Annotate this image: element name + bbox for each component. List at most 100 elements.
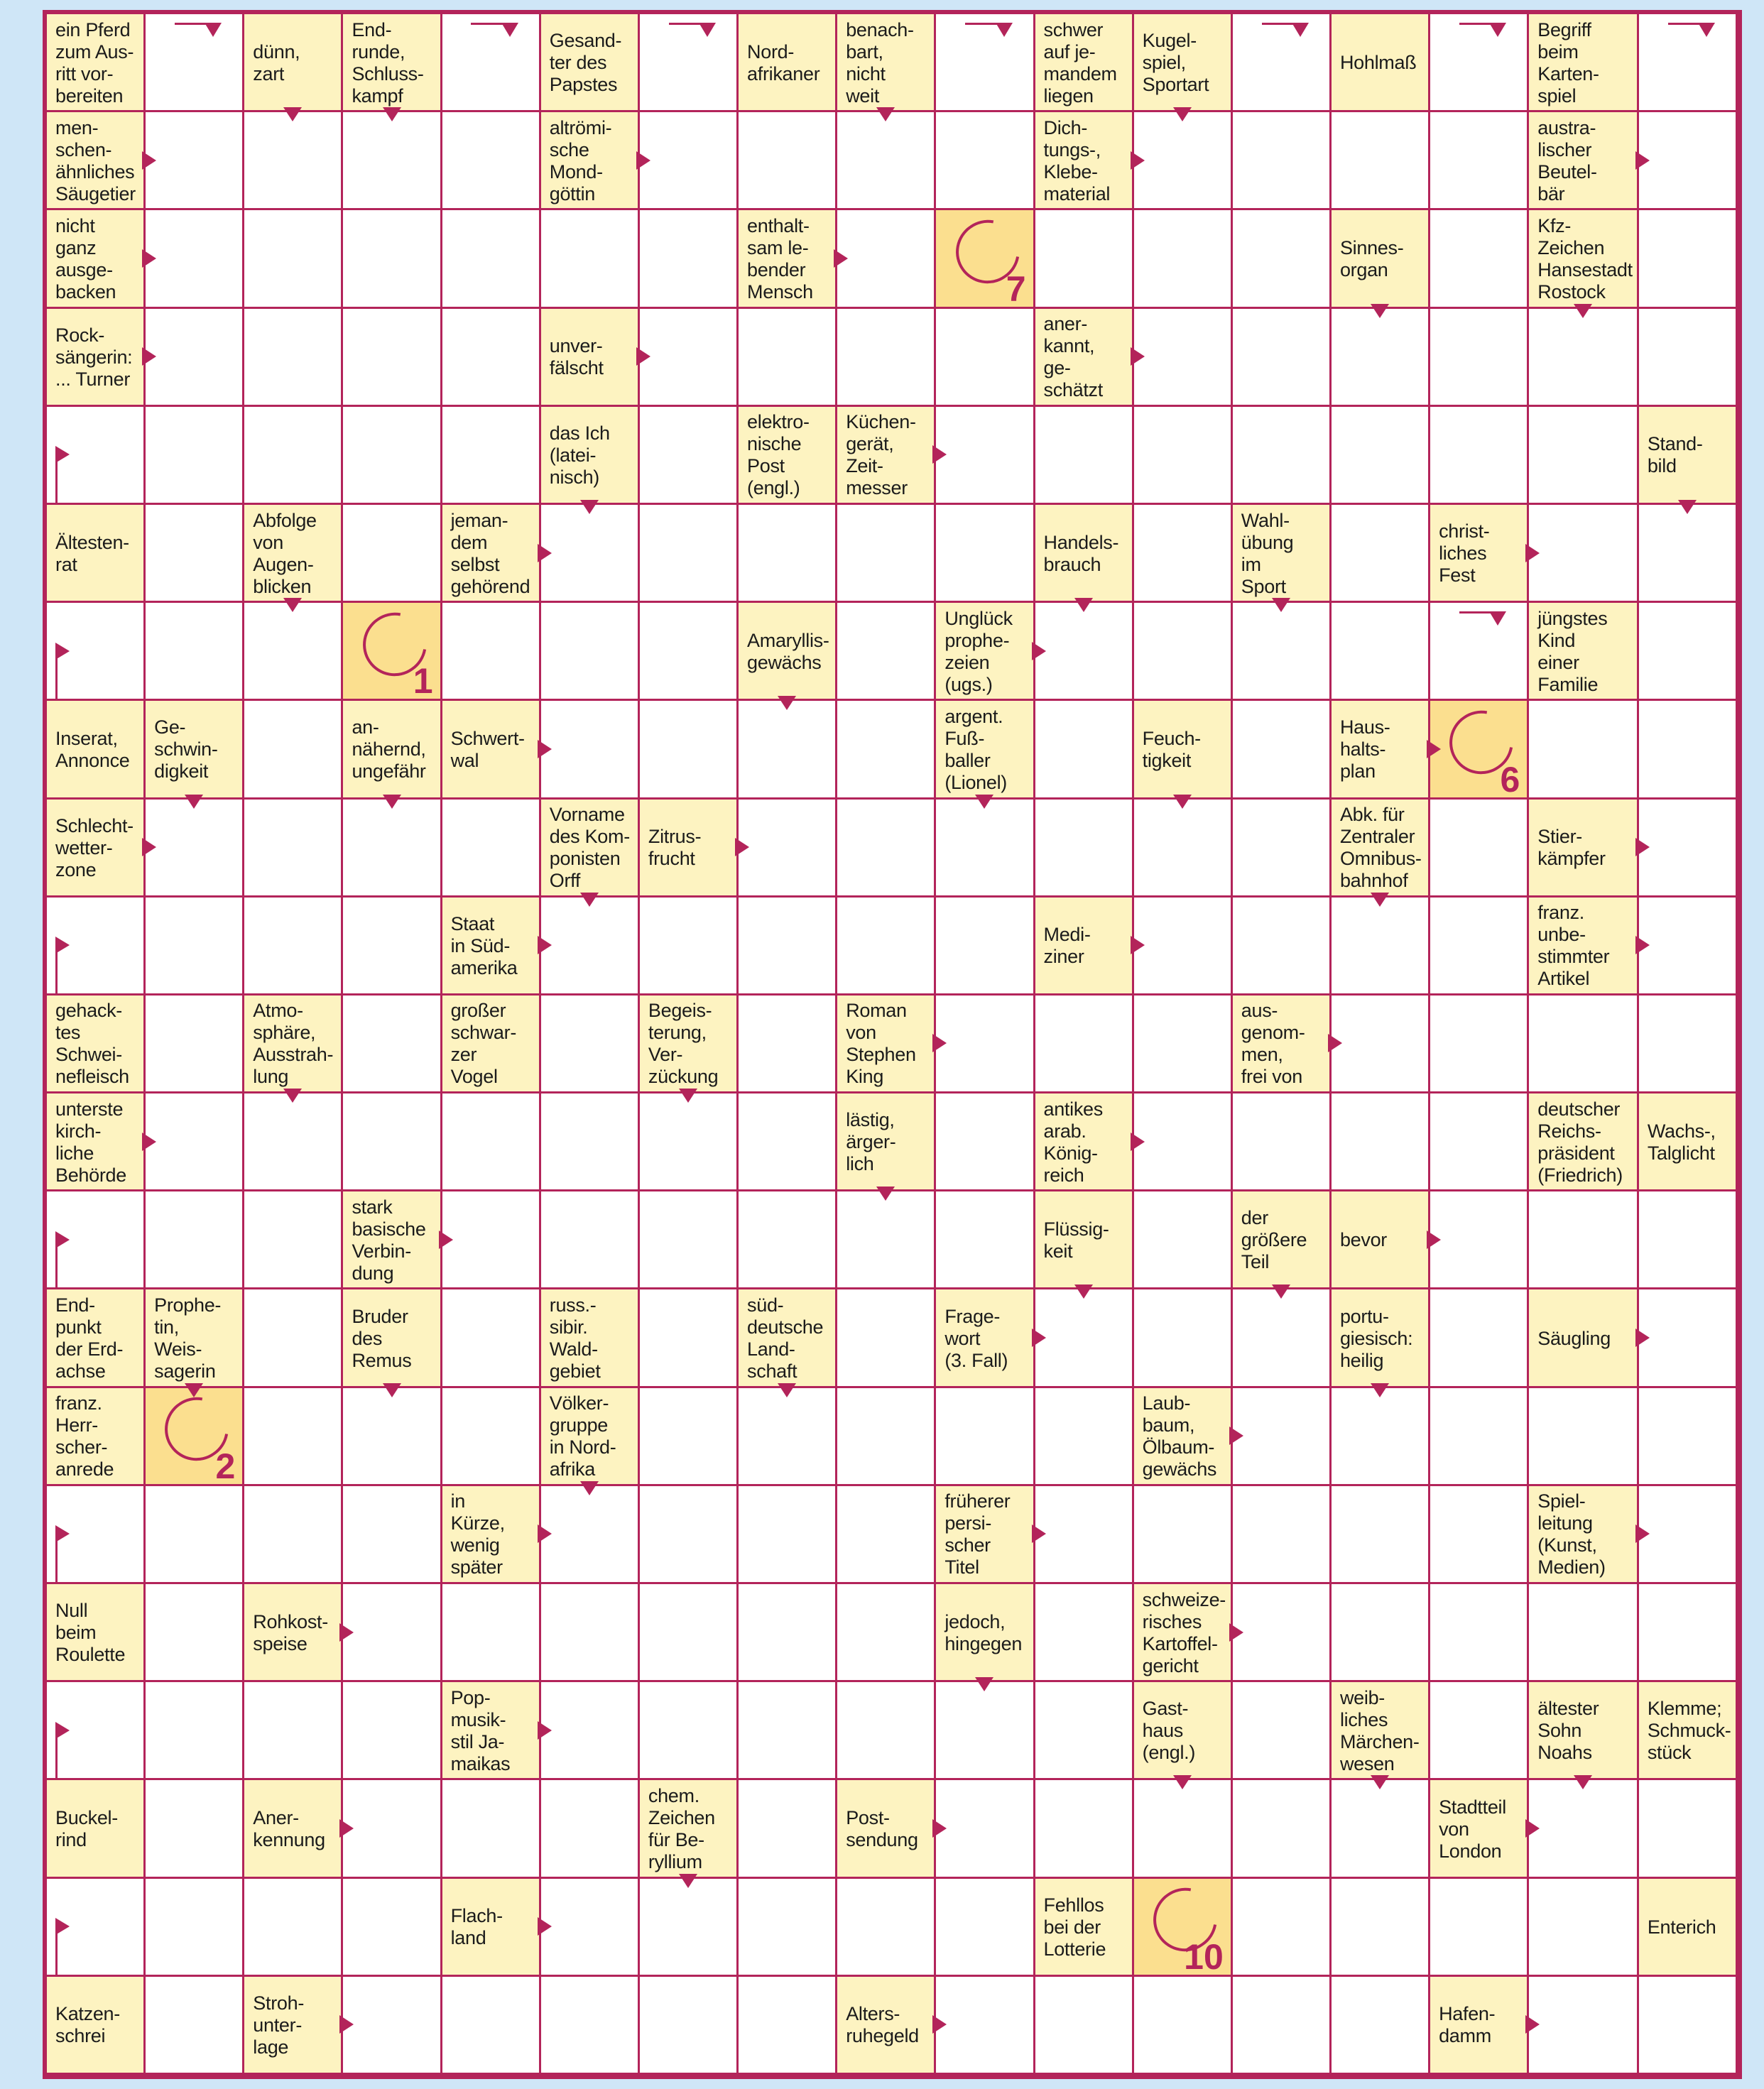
answer-cell[interactable] xyxy=(1529,701,1639,800)
answer-cell[interactable] xyxy=(244,1485,344,1585)
answer-cell[interactable] xyxy=(1232,1584,1332,1683)
answer-cell[interactable] xyxy=(244,701,344,800)
answer-cell[interactable] xyxy=(1430,1289,1530,1388)
answer-cell[interactable] xyxy=(343,504,442,604)
answer-cell[interactable] xyxy=(639,308,739,407)
answer-cell[interactable] xyxy=(1232,1093,1332,1192)
answer-cell[interactable] xyxy=(739,1584,838,1683)
answer-cell[interactable] xyxy=(1331,504,1431,604)
answer-cell[interactable] xyxy=(1232,701,1332,800)
answer-cell[interactable] xyxy=(244,1093,344,1192)
answer-cell[interactable] xyxy=(1638,1584,1738,1683)
answer-cell[interactable] xyxy=(1638,701,1738,800)
solution-cell[interactable]: 1 xyxy=(343,599,442,702)
answer-cell[interactable] xyxy=(639,504,739,604)
answer-cell[interactable] xyxy=(1430,406,1530,505)
answer-cell[interactable] xyxy=(1133,995,1233,1094)
answer-cell[interactable] xyxy=(1430,995,1530,1094)
answer-cell[interactable] xyxy=(1638,1485,1738,1585)
answer-cell[interactable] xyxy=(146,1584,245,1683)
answer-cell[interactable] xyxy=(1430,1485,1530,1585)
answer-cell[interactable] xyxy=(1638,1976,1738,2075)
answer-cell[interactable] xyxy=(1232,1682,1332,1781)
answer-cell[interactable] xyxy=(1430,1682,1530,1781)
answer-cell[interactable] xyxy=(146,210,245,309)
answer-cell[interactable] xyxy=(244,799,344,898)
answer-cell[interactable] xyxy=(1133,504,1233,604)
answer-cell[interactable] xyxy=(1638,995,1738,1094)
answer-cell[interactable] xyxy=(244,1191,344,1290)
answer-cell[interactable] xyxy=(1232,897,1332,996)
answer-cell[interactable] xyxy=(1133,1191,1233,1290)
answer-cell[interactable] xyxy=(837,603,937,702)
answer-cell[interactable] xyxy=(837,897,937,996)
answer-cell[interactable] xyxy=(739,308,838,407)
answer-cell[interactable] xyxy=(1331,308,1431,407)
answer-cell[interactable] xyxy=(146,1976,245,2075)
answer-cell[interactable] xyxy=(1232,603,1332,702)
answer-cell[interactable] xyxy=(639,897,739,996)
answer-cell[interactable] xyxy=(837,1878,937,1977)
answer-cell[interactable] xyxy=(739,1485,838,1585)
answer-cell[interactable] xyxy=(639,112,739,211)
answer-cell[interactable] xyxy=(146,406,245,505)
answer-cell[interactable] xyxy=(739,799,838,898)
answer-cell[interactable] xyxy=(1232,1976,1332,2075)
answer-cell[interactable] xyxy=(936,308,1035,407)
answer-cell[interactable] xyxy=(1529,1191,1639,1290)
answer-cell[interactable] xyxy=(146,799,245,898)
solution-cell[interactable]: 2 xyxy=(146,1385,245,1486)
answer-cell[interactable] xyxy=(343,897,442,996)
answer-cell[interactable] xyxy=(639,1191,739,1290)
answer-cell[interactable] xyxy=(1331,1584,1431,1683)
answer-cell[interactable] xyxy=(936,1976,1035,2075)
answer-cell[interactable] xyxy=(146,112,245,211)
answer-cell[interactable] xyxy=(540,1682,640,1781)
answer-cell[interactable] xyxy=(1331,1387,1431,1486)
answer-cell[interactable] xyxy=(343,1682,442,1781)
answer-cell[interactable] xyxy=(639,603,739,702)
answer-cell[interactable] xyxy=(1133,897,1233,996)
answer-cell[interactable] xyxy=(1035,1780,1134,1879)
answer-cell[interactable] xyxy=(1529,308,1639,407)
answer-cell[interactable] xyxy=(1232,14,1332,113)
answer-cell[interactable] xyxy=(1430,897,1530,996)
answer-cell[interactable] xyxy=(1035,1485,1134,1585)
answer-cell[interactable] xyxy=(1232,112,1332,211)
answer-cell[interactable] xyxy=(639,14,739,113)
answer-cell[interactable] xyxy=(1133,1485,1233,1585)
answer-cell[interactable] xyxy=(739,1387,838,1486)
answer-cell[interactable] xyxy=(1331,603,1431,702)
answer-cell[interactable] xyxy=(1331,1780,1431,1879)
answer-cell[interactable] xyxy=(639,1289,739,1388)
answer-cell[interactable] xyxy=(540,603,640,702)
answer-cell[interactable] xyxy=(1232,799,1332,898)
answer-cell[interactable] xyxy=(1232,1878,1332,1977)
answer-cell[interactable] xyxy=(936,1780,1035,1879)
answer-cell[interactable] xyxy=(639,1387,739,1486)
answer-cell[interactable] xyxy=(1638,897,1738,996)
answer-cell[interactable] xyxy=(837,308,937,407)
answer-cell[interactable] xyxy=(936,1878,1035,1977)
answer-cell[interactable] xyxy=(1331,1976,1431,2075)
answer-cell[interactable] xyxy=(1232,308,1332,407)
answer-cell[interactable] xyxy=(1035,1387,1134,1486)
answer-cell[interactable] xyxy=(936,799,1035,898)
answer-cell[interactable] xyxy=(244,1682,344,1781)
answer-cell[interactable] xyxy=(837,1289,937,1388)
answer-cell[interactable] xyxy=(47,897,146,996)
answer-cell[interactable] xyxy=(244,308,344,407)
answer-cell[interactable] xyxy=(1232,1387,1332,1486)
answer-cell[interactable] xyxy=(739,504,838,604)
answer-cell[interactable] xyxy=(1529,1976,1639,2075)
answer-cell[interactable] xyxy=(936,1093,1035,1192)
answer-cell[interactable] xyxy=(1035,406,1134,505)
answer-cell[interactable] xyxy=(1638,1387,1738,1486)
answer-cell[interactable] xyxy=(244,210,344,309)
answer-cell[interactable] xyxy=(936,112,1035,211)
answer-cell[interactable] xyxy=(1331,995,1431,1094)
answer-cell[interactable] xyxy=(837,1387,937,1486)
answer-cell[interactable] xyxy=(540,701,640,800)
answer-cell[interactable] xyxy=(1638,799,1738,898)
answer-cell[interactable] xyxy=(1430,1093,1530,1192)
